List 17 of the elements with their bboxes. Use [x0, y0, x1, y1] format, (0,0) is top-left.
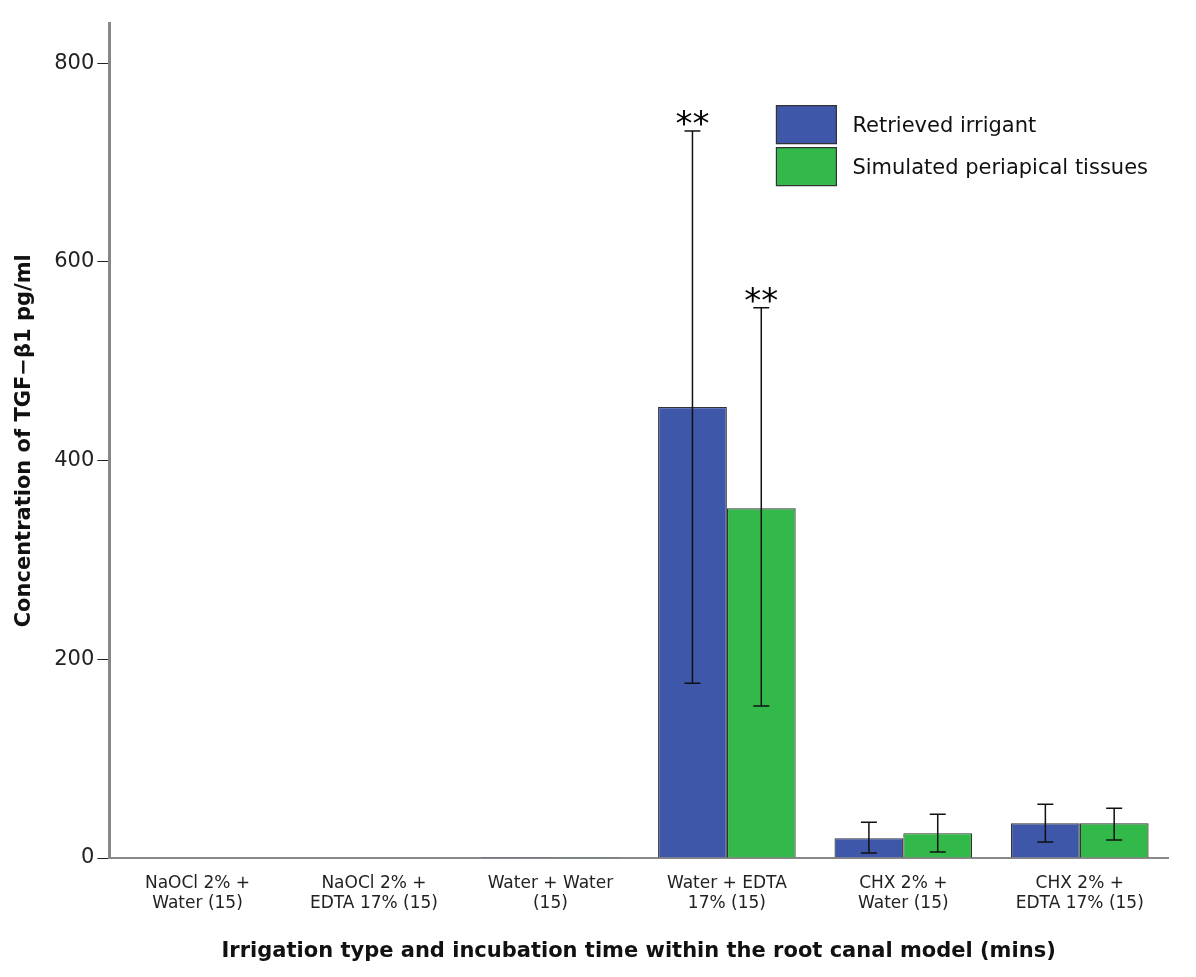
- y-tick-label: 200: [54, 645, 95, 670]
- x-tick-label: Water + EDTA 17% (15): [666, 871, 788, 913]
- annotation: **: [744, 279, 779, 320]
- x-tick-label: CHX 2% + Water (15): [858, 871, 949, 913]
- x-tick-label: NaOCl 2% + Water (15): [144, 871, 251, 913]
- y-tick-label: 800: [54, 49, 95, 74]
- annotation: **: [675, 102, 710, 143]
- legend-label: Retrieved irrigant: [852, 113, 1037, 138]
- legend-label: Simulated periapical tissues: [852, 155, 1148, 180]
- y-tick-label: 400: [54, 447, 95, 472]
- y-tick-label: 0: [80, 844, 95, 869]
- x-tick-label: Water + Water (15): [487, 871, 614, 913]
- y-tick-label: 600: [54, 248, 95, 273]
- x-tick-label: NaOCl 2% + EDTA 17% (15): [309, 871, 438, 913]
- x-axis-title: Irrigation type and incubation time within the root canal model (mins): [221, 937, 1056, 962]
- y-axis-title: Concentration of TGF−β1 pg/ml: [11, 254, 36, 628]
- x-tick-label: CHX 2% + EDTA 17% (15): [1015, 871, 1144, 913]
